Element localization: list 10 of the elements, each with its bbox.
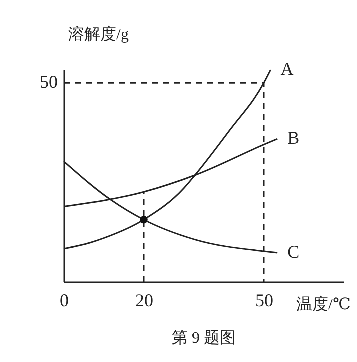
x-tick-label: 0 — [60, 290, 69, 310]
x-tick-label: 50 — [256, 290, 274, 310]
text: 第 9 题图 — [172, 330, 236, 347]
series-label: A — [280, 59, 294, 79]
x-axis-title: 温度/℃ — [296, 296, 351, 314]
series-label: B — [288, 128, 300, 148]
annotation: 50 — [40, 72, 58, 92]
x-tick-label: 20 — [136, 290, 154, 310]
y-axis-title: 溶解度/g — [68, 26, 129, 44]
series-label: C — [288, 242, 300, 262]
